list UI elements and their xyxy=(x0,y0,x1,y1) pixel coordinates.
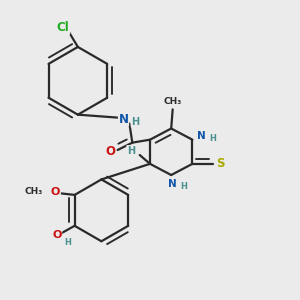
Text: N: N xyxy=(168,179,177,190)
Text: CH₃: CH₃ xyxy=(164,98,182,106)
Text: N: N xyxy=(118,112,128,126)
Text: N: N xyxy=(197,131,206,141)
Text: O: O xyxy=(51,187,60,197)
Text: CH₃: CH₃ xyxy=(24,187,42,196)
Text: H: H xyxy=(64,238,71,247)
Text: H: H xyxy=(127,146,135,156)
Text: H: H xyxy=(180,182,187,191)
Text: Cl: Cl xyxy=(57,21,70,34)
Text: H: H xyxy=(209,134,216,143)
Text: S: S xyxy=(216,157,225,170)
Text: H: H xyxy=(131,117,139,127)
Text: O: O xyxy=(52,230,62,240)
Text: O: O xyxy=(105,145,115,158)
